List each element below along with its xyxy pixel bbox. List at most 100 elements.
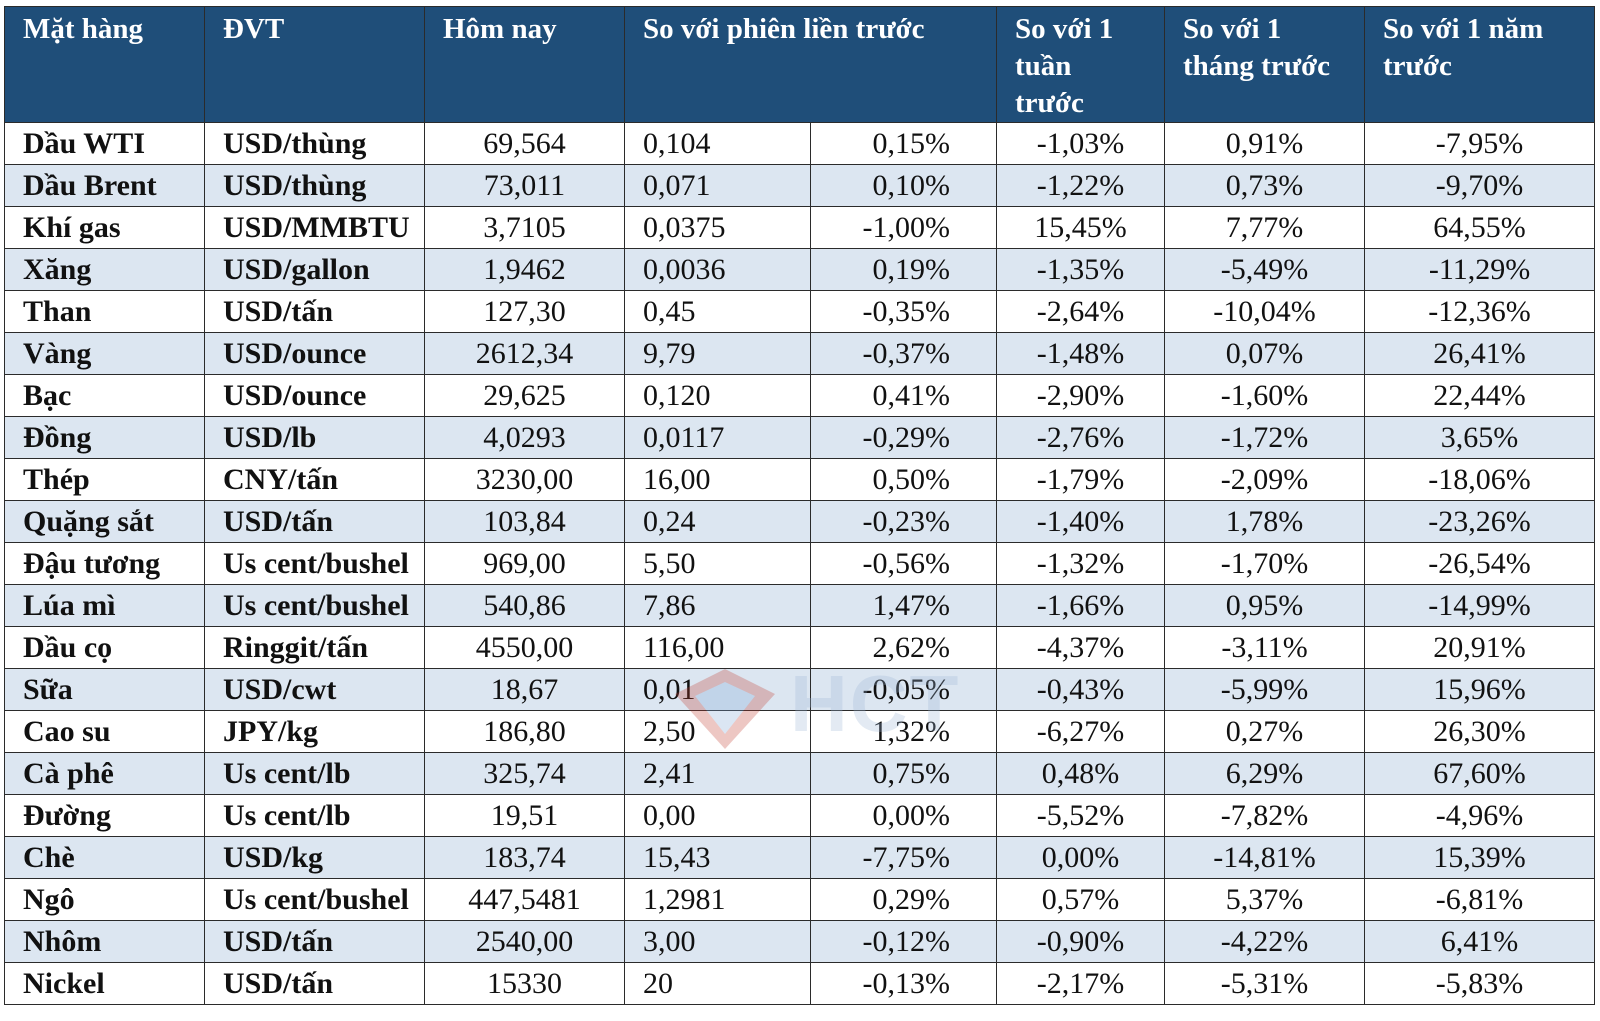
cell-change-pct: -1,00% [809,206,998,249]
cell-change-pct: 2,62% [809,626,998,669]
cell-unit: USD/lb [204,416,425,459]
cell-change: 0,24 [624,500,811,543]
cell-week: -1,79% [996,458,1166,501]
cell-month: -5,49% [1164,248,1366,291]
cell-today: 29,625 [424,374,625,417]
cell-change: 2,50 [624,710,811,753]
cell-item-name: Đồng [4,416,205,459]
cell-today: 2612,34 [424,332,625,375]
cell-change: 9,79 [624,332,811,375]
cell-change: 15,43 [624,836,811,879]
cell-change: 0,0036 [624,248,811,291]
cell-change: 0,0117 [624,416,811,459]
cell-year: 67,60% [1364,752,1596,795]
cell-change-pct: -0,23% [809,500,998,543]
table-body: Dầu WTI USD/thùng 69,564 0,104 0,15% -1,03% 0,… [4,122,1596,1005]
cell-year: -26,54% [1364,542,1596,585]
cell-today: 73,011 [424,164,625,207]
cell-change: 7,86 [624,584,811,627]
cell-change: 0,01 [624,668,811,711]
cell-month: -14,81% [1164,836,1366,879]
cell-year: 26,41% [1364,332,1596,375]
cell-month: 0,91% [1164,122,1366,165]
cell-unit: USD/gallon [204,248,425,291]
cell-year: 26,30% [1364,710,1596,753]
cell-today: 183,74 [424,836,625,879]
cell-today: 186,80 [424,710,625,753]
header-year: So với 1 năm trước [1364,6,1596,123]
cell-unit: USD/tấn [204,920,425,963]
cell-change-pct: -0,56% [809,542,998,585]
cell-month: -4,22% [1164,920,1366,963]
cell-item-name: Chè [4,836,205,879]
cell-unit: USD/tấn [204,500,425,543]
cell-item-name: Cà phê [4,752,205,795]
cell-month: 0,95% [1164,584,1366,627]
cell-week: -1,48% [996,332,1166,375]
cell-unit: USD/kg [204,836,425,879]
header-week: So với 1 tuần trước [996,6,1166,123]
cell-week: 0,48% [996,752,1166,795]
cell-today: 4,0293 [424,416,625,459]
table-row: Đồng USD/lb 4,0293 0,0117 -0,29% -2,76% -1,72%… [4,416,1596,459]
table-row: Dầu Brent USD/thùng 73,011 0,071 0,10% -1,22%… [4,164,1596,207]
cell-change: 1,2981 [624,878,811,921]
cell-change: 20 [624,962,811,1005]
cell-year: -14,99% [1364,584,1596,627]
cell-week: -6,27% [996,710,1166,753]
cell-week: -1,66% [996,584,1166,627]
cell-year: 22,44% [1364,374,1596,417]
cell-change: 0,00 [624,794,811,837]
table-row: Sữa USD/cwt 18,67 0,01 -0,05% -0,43% -5,99% 15,… [4,668,1596,711]
table-row: Dầu cọ Ringgit/tấn 4550,00 116,00 2,62% -4,37… [4,626,1596,669]
cell-change-pct: 0,10% [809,164,998,207]
cell-month: 0,27% [1164,710,1366,753]
cell-change: 0,120 [624,374,811,417]
cell-year: -12,36% [1364,290,1596,333]
cell-change-pct: 0,19% [809,248,998,291]
cell-change-pct: -0,05% [809,668,998,711]
cell-today: 127,30 [424,290,625,333]
cell-year: -9,70% [1364,164,1596,207]
cell-today: 18,67 [424,668,625,711]
cell-change-pct: 0,50% [809,458,998,501]
table-row: Chè USD/kg 183,74 15,43 -7,75% 0,00% -14,81% 15… [4,836,1596,879]
cell-year: -6,81% [1364,878,1596,921]
cell-unit: Us cent/lb [204,752,425,795]
cell-month: 0,73% [1164,164,1366,207]
table-row: Quặng sắt USD/tấn 103,84 0,24 -0,23% -1,40% 1,… [4,500,1596,543]
cell-unit: USD/cwt [204,668,425,711]
cell-unit: USD/thùng [204,164,425,207]
cell-year: 15,96% [1364,668,1596,711]
cell-week: -5,52% [996,794,1166,837]
cell-item-name: Nhôm [4,920,205,963]
table-row: Nhôm USD/tấn 2540,00 3,00 -0,12% -0,90% -4,22%… [4,920,1596,963]
cell-unit: Us cent/lb [204,794,425,837]
cell-change-pct: 1,32% [809,710,998,753]
cell-today: 3,7105 [424,206,625,249]
cell-change-pct: -0,37% [809,332,998,375]
cell-month: -1,70% [1164,542,1366,585]
cell-month: -3,11% [1164,626,1366,669]
cell-change-pct: -0,13% [809,962,998,1005]
cell-month: -5,99% [1164,668,1366,711]
cell-unit: Us cent/bushel [204,542,425,585]
cell-today: 1,9462 [424,248,625,291]
cell-week: -0,90% [996,920,1166,963]
cell-week: -4,37% [996,626,1166,669]
cell-year: -23,26% [1364,500,1596,543]
cell-item-name: Dầu Brent [4,164,205,207]
cell-item-name: Quặng sắt [4,500,205,543]
cell-item-name: Ngô [4,878,205,921]
cell-unit: CNY/tấn [204,458,425,501]
cell-change-pct: 0,15% [809,122,998,165]
header-today: Hôm nay [424,6,625,123]
cell-item-name: Lúa mì [4,584,205,627]
cell-month: -7,82% [1164,794,1366,837]
cell-change-pct: 0,29% [809,878,998,921]
cell-today: 325,74 [424,752,625,795]
cell-today: 540,86 [424,584,625,627]
table-row: Thép CNY/tấn 3230,00 16,00 0,50% -1,79% -2,09%… [4,458,1596,501]
table-row: Than USD/tấn 127,30 0,45 -0,35% -2,64% -10,04%… [4,290,1596,333]
cell-month: -1,60% [1164,374,1366,417]
